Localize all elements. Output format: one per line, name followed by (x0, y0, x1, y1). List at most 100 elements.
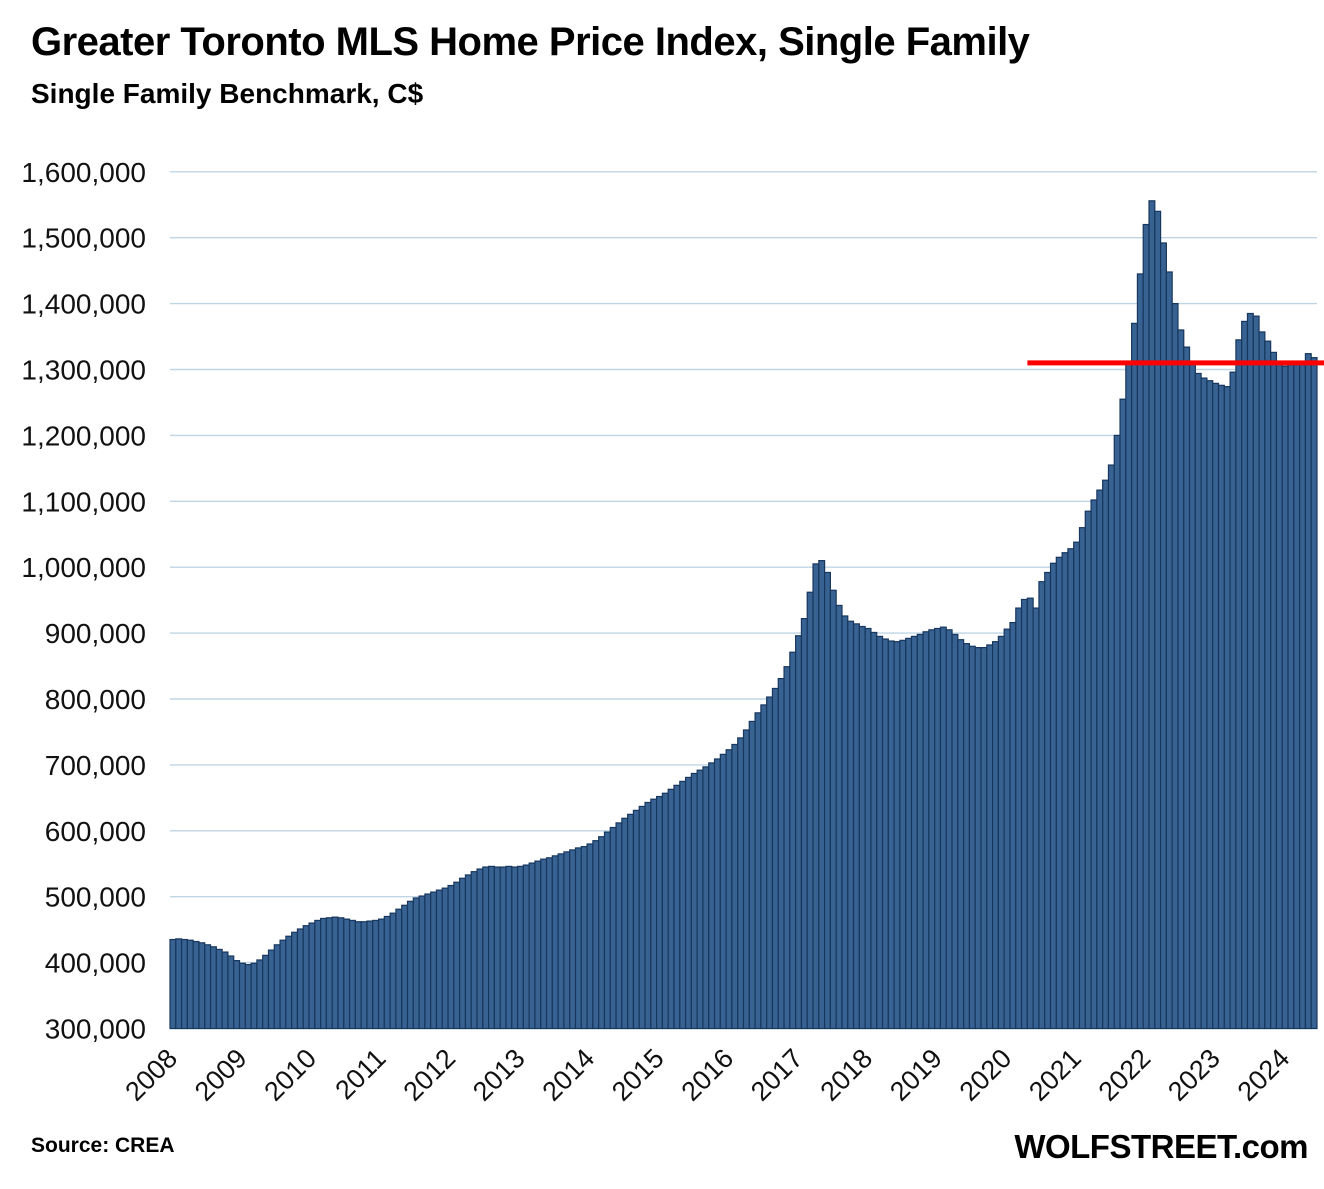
bar (864, 627, 872, 1030)
bar (238, 962, 246, 1030)
bar (221, 951, 229, 1030)
bar (1264, 340, 1272, 1030)
bar (569, 849, 577, 1030)
x-tick-label: 2011 (329, 1043, 391, 1105)
bar (401, 904, 409, 1030)
bar (1119, 398, 1127, 1030)
bar (1206, 380, 1214, 1030)
bar (598, 836, 606, 1030)
bar (800, 617, 808, 1030)
bar (632, 809, 640, 1030)
bar (1038, 581, 1046, 1030)
bar (227, 955, 235, 1030)
bar (852, 623, 860, 1030)
y-tick-label: 1,000,000 (21, 552, 146, 583)
bar (1293, 364, 1301, 1030)
bar (1096, 489, 1104, 1030)
bar (493, 866, 501, 1030)
bar (1084, 510, 1092, 1030)
bar (366, 920, 374, 1030)
bar (1310, 357, 1318, 1030)
bar (1107, 464, 1115, 1030)
bar (343, 918, 351, 1030)
bar (1154, 210, 1162, 1030)
bar (464, 874, 472, 1030)
bar (905, 637, 913, 1030)
bar (505, 865, 513, 1030)
bar (441, 887, 449, 1030)
bar (1177, 329, 1185, 1030)
bar (285, 935, 293, 1030)
bar (1258, 331, 1266, 1030)
bar (934, 627, 942, 1030)
bar (922, 631, 930, 1030)
bar (1241, 320, 1249, 1030)
bar (1165, 271, 1173, 1030)
x-tick-label: 2018 (815, 1043, 879, 1107)
bar (1304, 353, 1312, 1030)
bar (957, 639, 965, 1030)
bar (1073, 541, 1081, 1030)
bar (250, 962, 258, 1030)
y-tick-label: 1,400,000 (21, 289, 146, 320)
bar (1287, 362, 1295, 1030)
bar (945, 629, 953, 1030)
bar (893, 641, 901, 1030)
bar (586, 843, 594, 1030)
bar (348, 919, 356, 1030)
bar (511, 866, 519, 1030)
bar (574, 847, 582, 1030)
bar (644, 801, 652, 1030)
x-tick-label: 2020 (954, 1043, 1018, 1107)
bar (847, 620, 855, 1030)
y-tick-label: 800,000 (45, 684, 146, 715)
bar (708, 762, 716, 1030)
bar (748, 720, 756, 1030)
bar (233, 960, 241, 1030)
bar (262, 954, 270, 1030)
bar (1032, 607, 1040, 1030)
bar (453, 881, 461, 1030)
x-tick-label: 2022 (1093, 1043, 1157, 1107)
bar (951, 633, 959, 1030)
bar (1223, 386, 1231, 1030)
bar (545, 857, 553, 1030)
x-tick-label: 2010 (258, 1043, 322, 1107)
bars-group (169, 200, 1318, 1030)
bar (876, 635, 884, 1030)
bar (980, 646, 988, 1030)
bar (1015, 607, 1023, 1030)
bar (516, 865, 524, 1030)
bar (841, 615, 849, 1030)
bar (314, 919, 322, 1030)
bar (783, 666, 791, 1030)
source-note: Source: CREA (31, 1134, 175, 1157)
bar (488, 865, 495, 1030)
bar (991, 641, 999, 1030)
bar (412, 897, 420, 1030)
bar (760, 704, 768, 1030)
x-tick-label: 2017 (745, 1043, 809, 1107)
bar (656, 795, 663, 1030)
bar (696, 769, 704, 1030)
bar (1049, 562, 1057, 1030)
bar (661, 792, 669, 1030)
bar (1270, 351, 1278, 1030)
y-axis-labels: 300,000 400,000 500,000 600,000 700,000 800,0… (21, 157, 146, 1045)
bar (823, 571, 831, 1030)
bar (551, 855, 559, 1030)
bar (963, 643, 971, 1030)
bar (1003, 628, 1011, 1030)
bar (1148, 200, 1156, 1030)
bar (812, 563, 820, 1030)
y-tick-label: 1,600,000 (21, 157, 146, 188)
bar (447, 884, 455, 1030)
bar (331, 916, 339, 1030)
bar (771, 687, 779, 1030)
bar (244, 963, 252, 1030)
x-tick-label: 2012 (398, 1043, 462, 1107)
y-tick-label: 400,000 (45, 948, 146, 979)
bar (459, 877, 467, 1030)
bar (899, 639, 907, 1030)
